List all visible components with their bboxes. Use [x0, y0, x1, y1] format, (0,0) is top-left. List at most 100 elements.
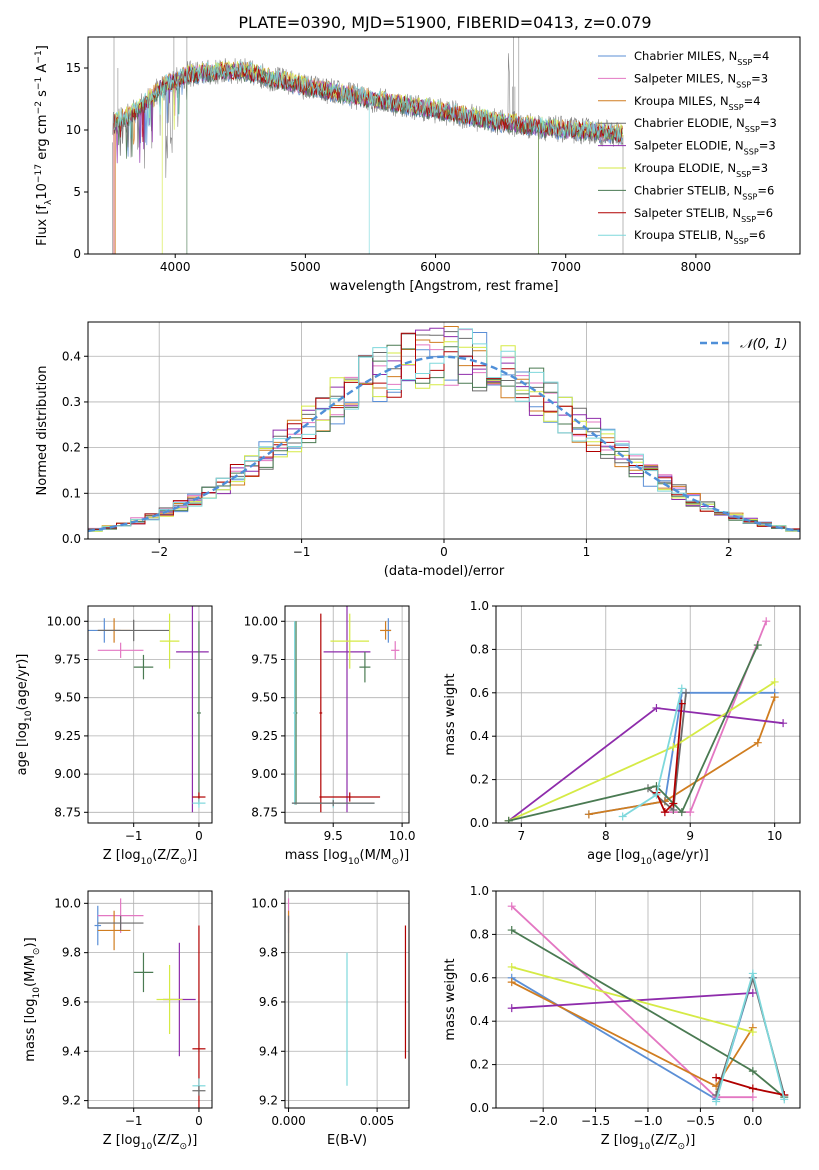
- weight-marker: [584, 810, 593, 819]
- y-axis-label: age [log10(age/yr)]: [15, 654, 34, 776]
- plot-area: [112, 37, 624, 254]
- y-tick-label: 9.2: [62, 1094, 81, 1108]
- legend-entry: Kroupa MILES, NSSP=4: [634, 94, 761, 112]
- weight-marker: [748, 1028, 757, 1037]
- weight-marker: [507, 978, 516, 987]
- x-tick-label: 7: [518, 829, 526, 843]
- plot-area: [88, 326, 800, 534]
- plot-area: [287, 898, 407, 1108]
- x-axis-label: Z [log10(Z/Z⊙)]: [103, 848, 198, 867]
- weight-marker: [507, 926, 516, 935]
- axes-mass_vs_EBV: 0.000 0.005 9.2 9.4 9.6 9.8 10.0 E(B-V): [251, 890, 410, 1148]
- y-tick-label: 0.4: [62, 349, 81, 363]
- y-tick-label: 0.1: [62, 486, 81, 500]
- weight-marker: [779, 719, 788, 728]
- gaussian-curve: [88, 355, 800, 533]
- y-tick-label: 1.0: [470, 884, 489, 898]
- x-tick-label: −1: [293, 545, 311, 559]
- weight-line-krou_elodie: [511, 966, 754, 1033]
- x-axis-label: (data-model)/error: [384, 564, 505, 579]
- figure-title: PLATE=0390, MJD=51900, FIBERID=0413, z=0…: [238, 13, 651, 32]
- y-tick-label: 9.75: [54, 652, 81, 666]
- weight-marker: [753, 641, 762, 650]
- y-tick-label: 9.00: [54, 767, 81, 781]
- legend-entry: Kroupa STELIB, NSSP=6: [634, 228, 766, 246]
- y-tick-label: 8.75: [251, 805, 278, 819]
- y-axis-label: Flux [fλ10−17 erg cm−2 s−1 A−1]: [34, 45, 54, 246]
- y-tick-label: 9.50: [54, 691, 81, 705]
- y-tick-label: 9.8: [259, 946, 278, 960]
- x-tick-label: −2: [150, 545, 168, 559]
- weight-line-krou_miles: [588, 696, 776, 816]
- x-axis-label: Z [log10(Z/Z⊙)]: [601, 1133, 696, 1152]
- y-tick-label: 10.0: [54, 896, 81, 910]
- y-tick-label: 0.6: [470, 971, 489, 985]
- y-tick-label: 9.4: [62, 1044, 81, 1058]
- x-tick-label: 1: [583, 545, 591, 559]
- x-tick-label: 9: [686, 829, 694, 843]
- weight-marker: [748, 1084, 757, 1093]
- axes-frame: [87, 36, 801, 255]
- weight-marker: [686, 808, 695, 817]
- x-tick-label: −1: [125, 1114, 143, 1128]
- weight-line-salp_miles: [511, 905, 753, 1099]
- plot-area: [504, 617, 788, 823]
- model-spectrum-krou_miles: [113, 61, 623, 254]
- y-tick-label: 0.2: [470, 1058, 489, 1072]
- x-tick-label: −1: [125, 829, 143, 843]
- x-tick-label: 10.0: [389, 829, 416, 843]
- x-tick-label: 9.5: [324, 829, 343, 843]
- y-tick-label: 9.6: [62, 995, 81, 1009]
- weight-marker: [507, 1004, 516, 1013]
- x-tick-label: 4000: [160, 260, 191, 274]
- axes-spectrum: 4000 5000 6000 7000 8000 0 5 10 15 wavelength [An…: [34, 36, 801, 294]
- weight-line-krou_miles: [511, 981, 754, 1088]
- y-tick-label: 10: [66, 123, 81, 137]
- x-tick-label: 8000: [681, 260, 712, 274]
- x-tick-label: 2: [725, 545, 733, 559]
- x-axis-label: E(B-V): [327, 1133, 367, 1148]
- axes-weight_vs_age: 7 8 9 10 0.0 0.2 0.4 0.6 0.8 1.0 age [log10(age/yr…: [443, 599, 801, 867]
- axes-age_vs_Z: −1 0 8.75 9.00 9.25 9.50 9.75 10.00 Z [log10(Z/Z…: [15, 605, 213, 867]
- y-tick-label: 10.0: [251, 896, 278, 910]
- legend-entry: 𝒩(0, 1): [740, 337, 787, 352]
- legend-entry: Kroupa ELODIE, NSSP=3: [634, 161, 768, 179]
- weight-marker: [677, 808, 686, 817]
- legend-entry: Chabrier MILES, NSSP=4: [634, 49, 769, 67]
- x-tick-label: −1.5: [581, 1114, 610, 1128]
- x-tick-label: −0.5: [686, 1114, 715, 1128]
- y-tick-label: 9.2: [259, 1094, 278, 1108]
- weight-line-krou_elodie: [508, 681, 776, 822]
- weight-marker: [669, 743, 678, 752]
- y-tick-label: 0.0: [62, 532, 81, 546]
- weight-marker: [780, 1095, 789, 1104]
- weight-marker: [660, 808, 669, 817]
- y-tick-label: 1.0: [470, 599, 489, 613]
- y-tick-label: 9.4: [259, 1044, 278, 1058]
- weight-marker: [748, 988, 757, 997]
- x-tick-label: 0.000: [271, 1114, 305, 1128]
- weight-marker: [507, 902, 516, 911]
- x-tick-label: 8: [602, 829, 610, 843]
- axes-frame: [87, 890, 213, 1109]
- y-tick-label: 0: [73, 247, 81, 261]
- legend-entry: Chabrier ELODIE, NSSP=3: [634, 116, 777, 134]
- x-tick-label: 10: [767, 829, 782, 843]
- x-tick-label: 6000: [420, 260, 451, 274]
- x-axis-label: wavelength [Angstrom, rest frame]: [330, 279, 559, 294]
- weight-marker: [748, 1067, 757, 1076]
- y-axis-label: mass weight: [443, 673, 458, 755]
- weight-marker: [677, 699, 686, 708]
- y-tick-label: 10.00: [244, 614, 278, 628]
- weight-marker: [669, 799, 678, 808]
- plot-area: [507, 902, 789, 1106]
- y-tick-label: 0.0: [470, 816, 489, 830]
- weight-marker: [748, 969, 757, 978]
- y-tick-label: 0.8: [470, 927, 489, 941]
- axes-residuals: −2 −1 0 1 2 0.0 0.1 0.2 0.3 0.4 (data-model)/error…: [35, 321, 801, 579]
- x-tick-label: 7000: [550, 260, 581, 274]
- model-spectrum-krou_stelib: [113, 60, 623, 254]
- weight-line-salp_stelib: [655, 703, 683, 814]
- legend: Chabrier MILES, NSSP=4 Salpeter MILES, NS…: [598, 49, 777, 246]
- plot-area: [291, 606, 400, 813]
